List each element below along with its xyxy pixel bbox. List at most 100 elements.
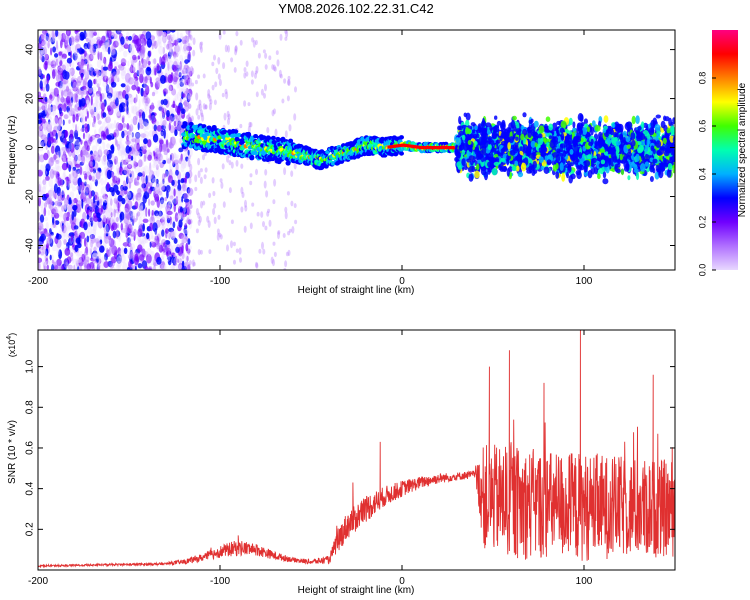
spectrogram-noise-cell bbox=[148, 167, 153, 177]
spectrogram-noise-cell bbox=[66, 67, 73, 73]
spectrogram-noise-cell bbox=[158, 106, 163, 111]
spectrogram-noise-cell bbox=[41, 206, 44, 215]
spectrogram-noise-cell bbox=[44, 96, 48, 102]
spectrogram-noise-cell bbox=[168, 161, 172, 172]
spectrogram-noise-cell bbox=[38, 147, 44, 152]
spectrogram-faint-cell bbox=[208, 249, 212, 255]
spectrogram-noise-cell bbox=[49, 168, 55, 179]
spectrogram-noise-cell bbox=[169, 187, 172, 197]
spectrogram-noise-cell bbox=[117, 141, 122, 150]
spectrogram-noise-cell bbox=[43, 174, 46, 182]
spectrogram-noise-cell bbox=[162, 34, 167, 44]
spectrogram-noise-cell bbox=[156, 124, 163, 132]
spectrogram-noise-cell bbox=[127, 43, 134, 52]
spectrogram-noise-cell bbox=[44, 105, 48, 115]
spectrogram-noise-cell bbox=[72, 166, 77, 171]
spectrogram-noise-cell bbox=[100, 178, 104, 186]
spectrogram-faint-cell bbox=[267, 208, 271, 213]
spectrogram-noise-cell bbox=[179, 73, 182, 78]
spectrogram-noise-cell bbox=[115, 122, 121, 132]
spectrogram-faint-cell bbox=[254, 39, 258, 46]
spectrogram-noise-cell bbox=[180, 108, 186, 115]
spectrogram-noise-cell bbox=[72, 177, 79, 186]
spectrogram-noise-cell bbox=[70, 252, 74, 257]
spectrogram-ridge-cell bbox=[399, 135, 404, 140]
spectrogram-faint-cell bbox=[195, 228, 199, 234]
spectrogram-noise-cell bbox=[128, 236, 132, 246]
spectrogram-noise-cell bbox=[96, 59, 101, 69]
spectrogram-faint-cell bbox=[228, 187, 232, 194]
spectrogram-ridge-cell bbox=[399, 151, 404, 156]
spectrogram-faint-cell bbox=[219, 178, 223, 183]
spectrogram-noise-cell bbox=[72, 114, 76, 123]
spectrogram-noise-cell bbox=[50, 145, 55, 154]
spectrogram-noise-cell bbox=[53, 87, 59, 92]
spectrogram-faint-cell bbox=[294, 86, 297, 93]
spectrogram-noise-cell bbox=[176, 121, 182, 130]
spectrogram-faint-cell bbox=[221, 163, 225, 170]
spectrogram-noise-cell bbox=[52, 117, 59, 127]
spectrogram-noise-cell bbox=[185, 75, 189, 83]
spectrogram-noise-cell bbox=[176, 189, 181, 197]
spectrogram-faint-cell bbox=[195, 208, 199, 216]
spectrogram-noise-cell bbox=[102, 112, 107, 118]
spectrogram-noise-cell bbox=[147, 182, 153, 187]
spectrogram-noise-cell bbox=[167, 74, 173, 84]
spectrogram-noise-cell bbox=[90, 257, 96, 262]
spectrogram-noise-cell bbox=[123, 104, 128, 112]
spectrogram-noise-cell bbox=[128, 125, 132, 136]
spectrogram-noise-cell bbox=[80, 114, 85, 123]
spectrogram-noise-cell bbox=[168, 175, 173, 184]
spectrogram-noise-cell bbox=[157, 72, 161, 77]
spectrogram-noise-cell bbox=[151, 115, 156, 122]
spectrogram-noise-cell bbox=[102, 192, 106, 203]
spectrogram-noise-cell bbox=[100, 102, 106, 112]
spectrogram-noise-cell bbox=[88, 174, 92, 181]
spectrogram-noise-cell bbox=[66, 256, 72, 264]
spectrogram-faint-cell bbox=[263, 180, 267, 189]
spectrogram-noise-cell bbox=[80, 97, 86, 107]
spectrogram-noise-cell bbox=[167, 222, 173, 230]
spectrogram-faint-cell bbox=[235, 248, 239, 253]
spectrogram-noise-cell bbox=[58, 107, 62, 115]
spectrogram-noise-cell bbox=[110, 211, 113, 218]
spectrogram-noise-cell bbox=[109, 217, 114, 224]
spectrogram-noise-cell bbox=[188, 147, 193, 158]
spectrogram-noise-cell bbox=[87, 156, 91, 161]
spectrogram-noise-cell bbox=[97, 78, 102, 86]
spectrogram-noise-cell bbox=[150, 200, 155, 206]
spectrogram-noise-cell bbox=[95, 70, 101, 75]
spectrogram-faint-cell bbox=[250, 70, 254, 78]
spectrogram-noise-cell bbox=[61, 57, 65, 62]
spectrogram-noise-cell bbox=[42, 74, 45, 79]
spectrogram-noise-cell bbox=[38, 66, 41, 73]
spectrogram-noise-cell bbox=[71, 186, 77, 192]
spectrogram-faint-cell bbox=[284, 130, 288, 138]
spectrogram-noise-cell bbox=[85, 37, 89, 42]
spectrogram-noise-cell bbox=[134, 181, 140, 186]
spectrogram-noise-cell bbox=[80, 117, 83, 123]
spectrogram-noise-cell bbox=[139, 202, 144, 210]
spectrogram-noise-cell bbox=[55, 81, 61, 87]
spectrogram-noise-cell bbox=[166, 189, 169, 199]
spectrogram-noise-cell bbox=[75, 259, 79, 268]
spectrogram-noise-cell bbox=[66, 105, 70, 113]
spectrogram-faint-cell bbox=[199, 176, 203, 184]
spectrogram-noise-cell bbox=[154, 185, 161, 195]
spectrogram-noise-cell bbox=[63, 239, 67, 245]
spectrogram-noise-cell bbox=[119, 211, 125, 221]
spectrogram-noise-cell bbox=[145, 66, 152, 76]
spectrogram-noise-cell bbox=[161, 107, 165, 118]
spectrogram-noise-cell bbox=[151, 58, 156, 64]
spectrogram-faint-cell bbox=[217, 57, 221, 65]
spectrogram-noise-cell bbox=[179, 35, 185, 45]
spectrogram-noise-cell bbox=[59, 118, 64, 127]
spectrogram-noise-cell bbox=[130, 251, 134, 259]
spectrogram-noise-cell bbox=[148, 267, 152, 270]
spectrogram-noise-cell bbox=[139, 239, 142, 245]
spectrogram-faint-cell bbox=[215, 67, 219, 75]
spectrogram-noise-cell bbox=[140, 133, 147, 139]
spectrogram-noise-cell bbox=[177, 258, 180, 263]
spectrogram-noise-cell bbox=[134, 76, 139, 82]
spectrogram-noise-cell bbox=[135, 195, 138, 201]
